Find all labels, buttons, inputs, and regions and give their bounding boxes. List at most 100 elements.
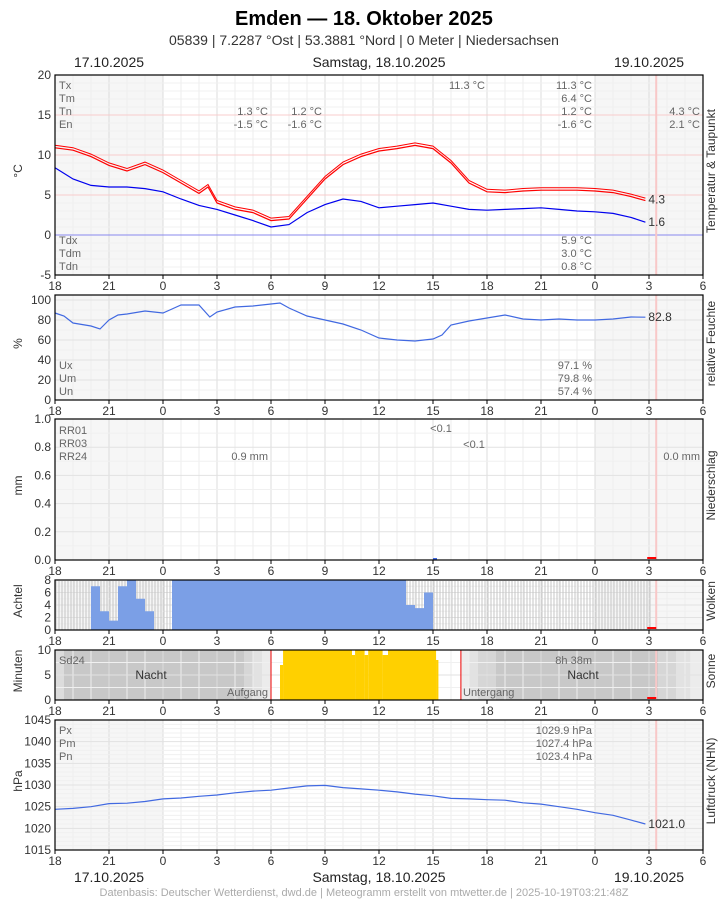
- y-tick-label: 1015: [24, 843, 51, 857]
- temp-stat-value: 1.2 °C: [291, 106, 322, 118]
- cloud-bar: [325, 580, 334, 630]
- cloud-bar: [289, 580, 298, 630]
- rh-stat-label: Um: [59, 373, 76, 385]
- sunshine-sum-label: Sd24: [59, 655, 85, 667]
- y-tick-label: 10: [38, 148, 52, 162]
- temp-stat-value: 4.3 °C: [669, 106, 700, 118]
- cloud-bar: [361, 580, 370, 630]
- y-tick-label: 1045: [24, 713, 51, 727]
- cloud-bar: [253, 580, 262, 630]
- y-tick-label: 1025: [24, 800, 51, 814]
- x-tick-label: 21: [534, 704, 548, 718]
- x-tick-label: 18: [48, 634, 62, 648]
- cloud-bar: [271, 580, 280, 630]
- temp-stat-value: -1.5 °C: [234, 119, 268, 131]
- pres-stat-value: 1027.4 hPa: [536, 738, 593, 750]
- y-axis-label: mm: [11, 476, 25, 496]
- x-tick-label: 21: [534, 634, 548, 648]
- y-tick-label: 0: [44, 693, 51, 707]
- x-tick-label: 3: [646, 564, 653, 578]
- y-tick-label: 15: [38, 108, 52, 122]
- y-tick-label: 1.0: [34, 412, 51, 426]
- x-tick-label: 18: [480, 279, 494, 293]
- cloud-bar: [307, 580, 316, 630]
- temp-stat-value: 2.1 °C: [669, 119, 700, 131]
- temp-stat-label: Tm: [59, 93, 75, 105]
- x-tick-label: 21: [534, 404, 548, 418]
- cloud-bar: [127, 580, 136, 630]
- cloud-bar: [172, 580, 181, 630]
- station-info: 05839 | 7.2287 °Ost | 53.3881 °Nord | 0 …: [169, 32, 559, 48]
- pres-panel: [54, 719, 704, 854]
- x-tick-label: 18: [48, 854, 62, 868]
- date-right-top: 19.10.2025: [614, 54, 684, 70]
- x-tick-label: 12: [372, 564, 386, 578]
- cloud-bar: [352, 580, 361, 630]
- x-tick-label: 21: [102, 854, 116, 868]
- cloud-bar: [91, 586, 100, 630]
- night-label: Nacht: [567, 668, 599, 682]
- cloud-bar: [217, 580, 226, 630]
- y-tick-label: 4: [44, 598, 51, 612]
- x-tick-label: 21: [102, 634, 116, 648]
- sunshine-bar: [364, 655, 369, 700]
- x-tick-label: 15: [426, 564, 440, 578]
- x-tick-label: 15: [426, 854, 440, 868]
- temp-stat-value: 1.3 °C: [237, 106, 268, 118]
- date-center-top: Samstag, 18.10.2025: [312, 54, 445, 70]
- cloud-bar: [244, 580, 253, 630]
- latest-value-label: 82.8: [648, 310, 672, 324]
- x-tick-label: 3: [646, 404, 653, 418]
- temperatur-max-line: [54, 142, 646, 219]
- x-tick-label: 0: [160, 279, 167, 293]
- pres-stat-value: 1029.9 hPa: [536, 725, 593, 737]
- x-tick-label: 3: [214, 404, 221, 418]
- y-tick-label: 0: [44, 228, 51, 242]
- x-tick-label: 12: [372, 854, 386, 868]
- cloud-bar: [181, 580, 190, 630]
- x-tick-label: 0: [592, 634, 599, 648]
- cloud-bar: [406, 605, 415, 630]
- x-tick-label: 12: [372, 634, 386, 648]
- temp-stat-value: 11.3 °C: [556, 80, 592, 92]
- x-tick-label: 0: [160, 634, 167, 648]
- x-tick-label: 21: [534, 854, 548, 868]
- rr03-value: <0.1: [463, 439, 485, 451]
- latest-value-label: 1021.0: [648, 817, 685, 831]
- cloud-bar: [334, 580, 343, 630]
- x-tick-label: 6: [268, 404, 275, 418]
- rr24-day1-value: 0.9 mm: [231, 451, 268, 463]
- x-tick-label: 3: [214, 564, 221, 578]
- panel-title: Luftdruck (NHN): [704, 738, 718, 825]
- cloud-bar: [100, 611, 109, 630]
- x-tick-label: 0: [160, 704, 167, 718]
- cloud-bar: [262, 580, 271, 630]
- pres-stat-value: 1023.4 hPa: [536, 751, 593, 763]
- rh-stat-label: Ux: [59, 360, 73, 372]
- rh-stat-value: 97.1 %: [558, 360, 592, 372]
- sunshine-bar: [368, 650, 379, 700]
- dewpoint-stat-value: 5.9 °C: [561, 235, 592, 247]
- x-tick-label: 0: [592, 564, 599, 578]
- x-tick-label: 6: [700, 279, 707, 293]
- y-axis-label: hPa: [11, 770, 25, 792]
- relative-feuchte-line: [54, 302, 646, 342]
- x-tick-label: 3: [214, 704, 221, 718]
- rain-panel: [54, 418, 704, 564]
- x-tick-label: 18: [480, 404, 494, 418]
- sunshine-bar: [307, 650, 325, 700]
- cloud-bar: [388, 580, 397, 630]
- date-center-bottom: Samstag, 18.10.2025: [312, 869, 445, 885]
- cloud-bar: [343, 580, 352, 630]
- pres-stat-label: Px: [59, 725, 72, 737]
- panel-title: relative Feuchte: [704, 300, 718, 386]
- x-tick-label: 9: [322, 634, 329, 648]
- y-tick-label: 0.4: [34, 497, 51, 511]
- cloud-bar: [145, 611, 154, 630]
- sunshine-bar: [433, 650, 437, 700]
- x-tick-label: 6: [700, 634, 707, 648]
- cloud-bar: [109, 620, 118, 630]
- x-tick-label: 18: [480, 634, 494, 648]
- x-tick-label: 3: [646, 279, 653, 293]
- x-tick-label: 6: [268, 854, 275, 868]
